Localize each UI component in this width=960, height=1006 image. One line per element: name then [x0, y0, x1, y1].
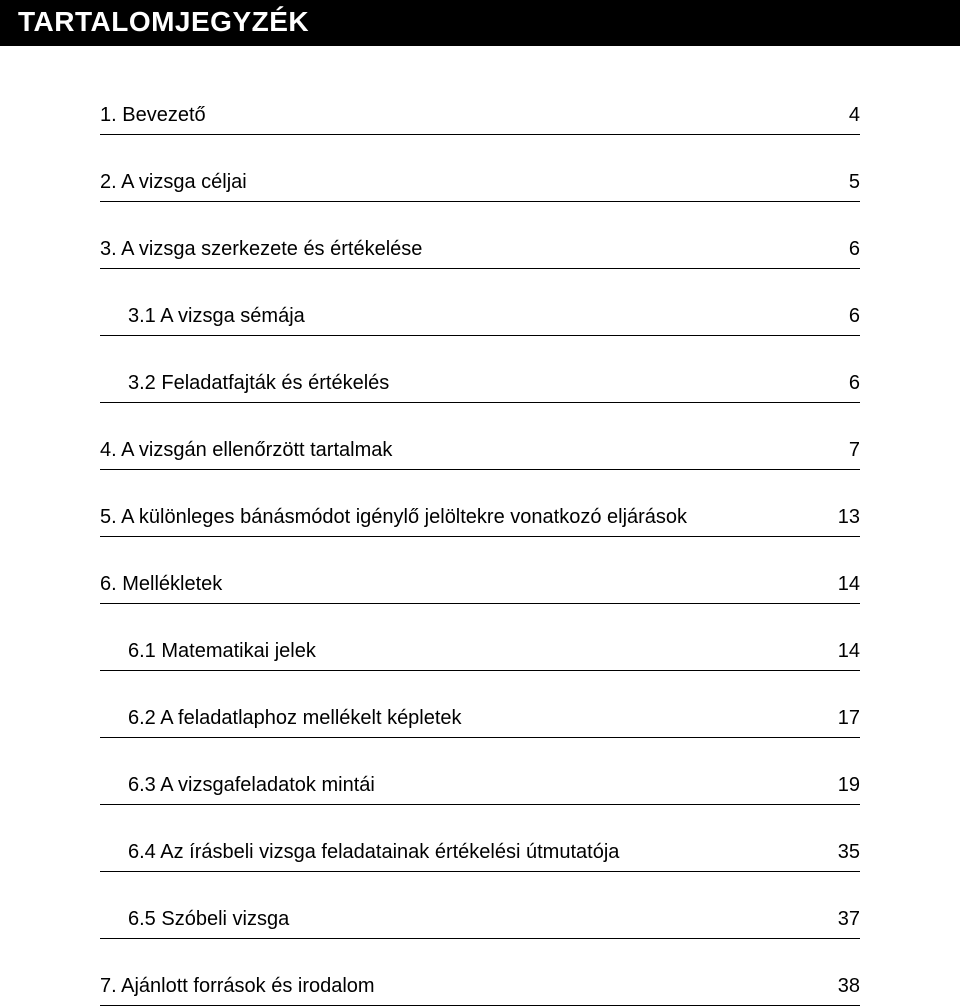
toc-entry: 2. A vizsga céljai 5 — [100, 161, 860, 202]
toc-entry: 3.1 A vizsga sémája 6 — [100, 295, 860, 336]
toc-label: 2. A vizsga céljai — [100, 169, 829, 195]
toc-page: 6 — [829, 303, 860, 329]
toc-entry: 1. Bevezető 4 — [100, 94, 860, 135]
page-title: TARTALOMJEGYZÉK — [18, 6, 942, 38]
toc-label: 6.4 Az írásbeli vizsga feladatainak érté… — [128, 839, 818, 865]
toc-page: 5 — [829, 169, 860, 195]
toc-label: 3.1 A vizsga sémája — [128, 303, 829, 329]
toc-entry: 6.2 A feladatlaphoz mellékelt képletek 1… — [100, 697, 860, 738]
toc-entry: 6.4 Az írásbeli vizsga feladatainak érté… — [100, 831, 860, 872]
toc-label: 6.1 Matematikai jelek — [128, 638, 818, 664]
toc-label: 3.2 Feladatfajták és értékelés — [128, 370, 829, 396]
toc-label: 6. Mellékletek — [100, 571, 818, 597]
toc-entry: 7. Ajánlott források és irodalom 38 — [100, 965, 860, 1006]
toc-page: 7 — [829, 437, 860, 463]
toc-page: 14 — [818, 571, 860, 597]
toc-entry: 6.3 A vizsgafeladatok mintái 19 — [100, 764, 860, 805]
toc-label: 7. Ajánlott források és irodalom — [100, 973, 818, 999]
toc-page: 17 — [818, 705, 860, 731]
toc-label: 1. Bevezető — [100, 102, 829, 128]
toc-page: 6 — [829, 236, 860, 262]
header-bar: TARTALOMJEGYZÉK — [0, 0, 960, 46]
toc-entry: 6.1 Matematikai jelek 14 — [100, 630, 860, 671]
toc-page: 13 — [818, 504, 860, 530]
toc-label: 4. A vizsgán ellenőrzött tartalmak — [100, 437, 829, 463]
toc-label: 3. A vizsga szerkezete és értékelése — [100, 236, 829, 262]
toc-label: 6.3 A vizsgafeladatok mintái — [128, 772, 818, 798]
toc-page: 14 — [818, 638, 860, 664]
toc-entry: 6. Mellékletek 14 — [100, 563, 860, 604]
toc-page: 6 — [829, 370, 860, 396]
toc-label: 6.2 A feladatlaphoz mellékelt képletek — [128, 705, 818, 731]
toc-label: 5. A különleges bánásmódot igénylő jelöl… — [100, 504, 818, 530]
toc-page: 38 — [818, 973, 860, 999]
table-of-contents: 1. Bevezető 4 2. A vizsga céljai 5 3. A … — [0, 46, 960, 1006]
toc-entry: 3.2 Feladatfajták és értékelés 6 — [100, 362, 860, 403]
toc-page: 4 — [829, 102, 860, 128]
toc-label: 6.5 Szóbeli vizsga — [128, 906, 818, 932]
toc-entry: 4. A vizsgán ellenőrzött tartalmak 7 — [100, 429, 860, 470]
toc-page: 37 — [818, 906, 860, 932]
toc-entry: 3. A vizsga szerkezete és értékelése 6 — [100, 228, 860, 269]
toc-page: 35 — [818, 839, 860, 865]
toc-entry: 6.5 Szóbeli vizsga 37 — [100, 898, 860, 939]
toc-entry: 5. A különleges bánásmódot igénylő jelöl… — [100, 496, 860, 537]
toc-page: 19 — [818, 772, 860, 798]
